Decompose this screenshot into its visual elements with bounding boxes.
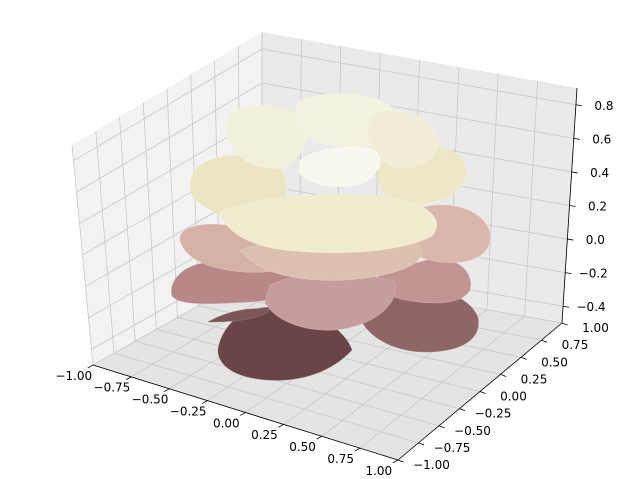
x-tick-label: −0.25 xyxy=(170,404,207,418)
y-gridline-floor xyxy=(114,352,419,444)
petal-center-bud xyxy=(299,147,380,187)
rose-surface xyxy=(171,93,491,381)
y-tick-mark xyxy=(541,339,548,343)
x-tick-mark xyxy=(392,459,399,464)
x-tick-mark xyxy=(316,435,322,440)
z-gridline-back xyxy=(261,48,576,106)
y-gridline-floor xyxy=(135,340,440,427)
y-tick-mark xyxy=(520,356,527,360)
z-tick-mark xyxy=(571,171,578,174)
z-gridline-left xyxy=(73,48,263,162)
y-tick-mark xyxy=(459,408,466,412)
y-tick-label: −0.75 xyxy=(434,441,471,455)
y-tick-label: −0.50 xyxy=(454,424,491,438)
y-tick-mark xyxy=(479,391,486,395)
x-tick-mark xyxy=(278,424,284,428)
y-tick-label: 0.00 xyxy=(500,390,527,404)
y-tick-mark xyxy=(418,442,425,446)
x-tick-label: 0.75 xyxy=(327,452,354,466)
x-tick-label: −1.00 xyxy=(55,369,92,383)
z-tick-mark xyxy=(567,238,574,241)
y-tick-label: 0.25 xyxy=(521,372,548,386)
z-gridline-left xyxy=(76,82,263,193)
z-tick-label: 0.2 xyxy=(588,200,607,214)
petal-top-right xyxy=(367,110,439,169)
x-tick-label: 1.00 xyxy=(365,464,392,478)
y-tick-label: 1.00 xyxy=(582,321,609,335)
axis-ticks: −1.00−0.75−0.50−0.250.000.250.500.751.00… xyxy=(55,99,613,478)
z-tick-label: 0.6 xyxy=(592,132,611,146)
z-tick-label: 0.8 xyxy=(594,99,613,113)
z-tick-mark xyxy=(563,305,570,308)
z-tick-label: −0.2 xyxy=(579,267,608,281)
z-gridline-back xyxy=(261,82,574,139)
y-tick-label: −0.25 xyxy=(475,407,512,421)
z-tick-mark xyxy=(575,104,582,107)
z-tick-label: 0.0 xyxy=(586,233,605,247)
x-tick-label: 0.00 xyxy=(213,416,240,430)
x-tick-mark xyxy=(354,447,361,452)
petal-upper-front xyxy=(219,194,437,253)
x-tick-mark xyxy=(125,376,132,381)
x-tick-mark xyxy=(87,364,94,369)
y-tick-label: 0.75 xyxy=(562,338,589,352)
y-tick-mark xyxy=(438,425,445,429)
z-tick-mark xyxy=(573,137,580,140)
z-tick-mark xyxy=(565,272,572,275)
z-tick-mark xyxy=(569,205,576,207)
y-tick-mark xyxy=(561,322,568,326)
z-tick-label: 0.4 xyxy=(590,166,609,180)
x-tick-label: −0.50 xyxy=(132,393,169,407)
x-tick-mark xyxy=(163,388,170,393)
x-tick-mark xyxy=(240,412,246,416)
petal-top-left xyxy=(226,104,308,169)
y-tick-label: −1.00 xyxy=(413,458,450,472)
z-tick-label: −0.4 xyxy=(577,300,606,314)
y-tick-label: 0.50 xyxy=(541,355,568,369)
y-tick-mark xyxy=(500,374,507,377)
x-tick-label: 0.50 xyxy=(289,440,316,454)
x-tick-label: 0.25 xyxy=(251,428,278,442)
x-tick-mark xyxy=(201,400,208,404)
x-tick-label: −0.75 xyxy=(94,381,131,395)
y-tick-mark xyxy=(397,459,404,463)
